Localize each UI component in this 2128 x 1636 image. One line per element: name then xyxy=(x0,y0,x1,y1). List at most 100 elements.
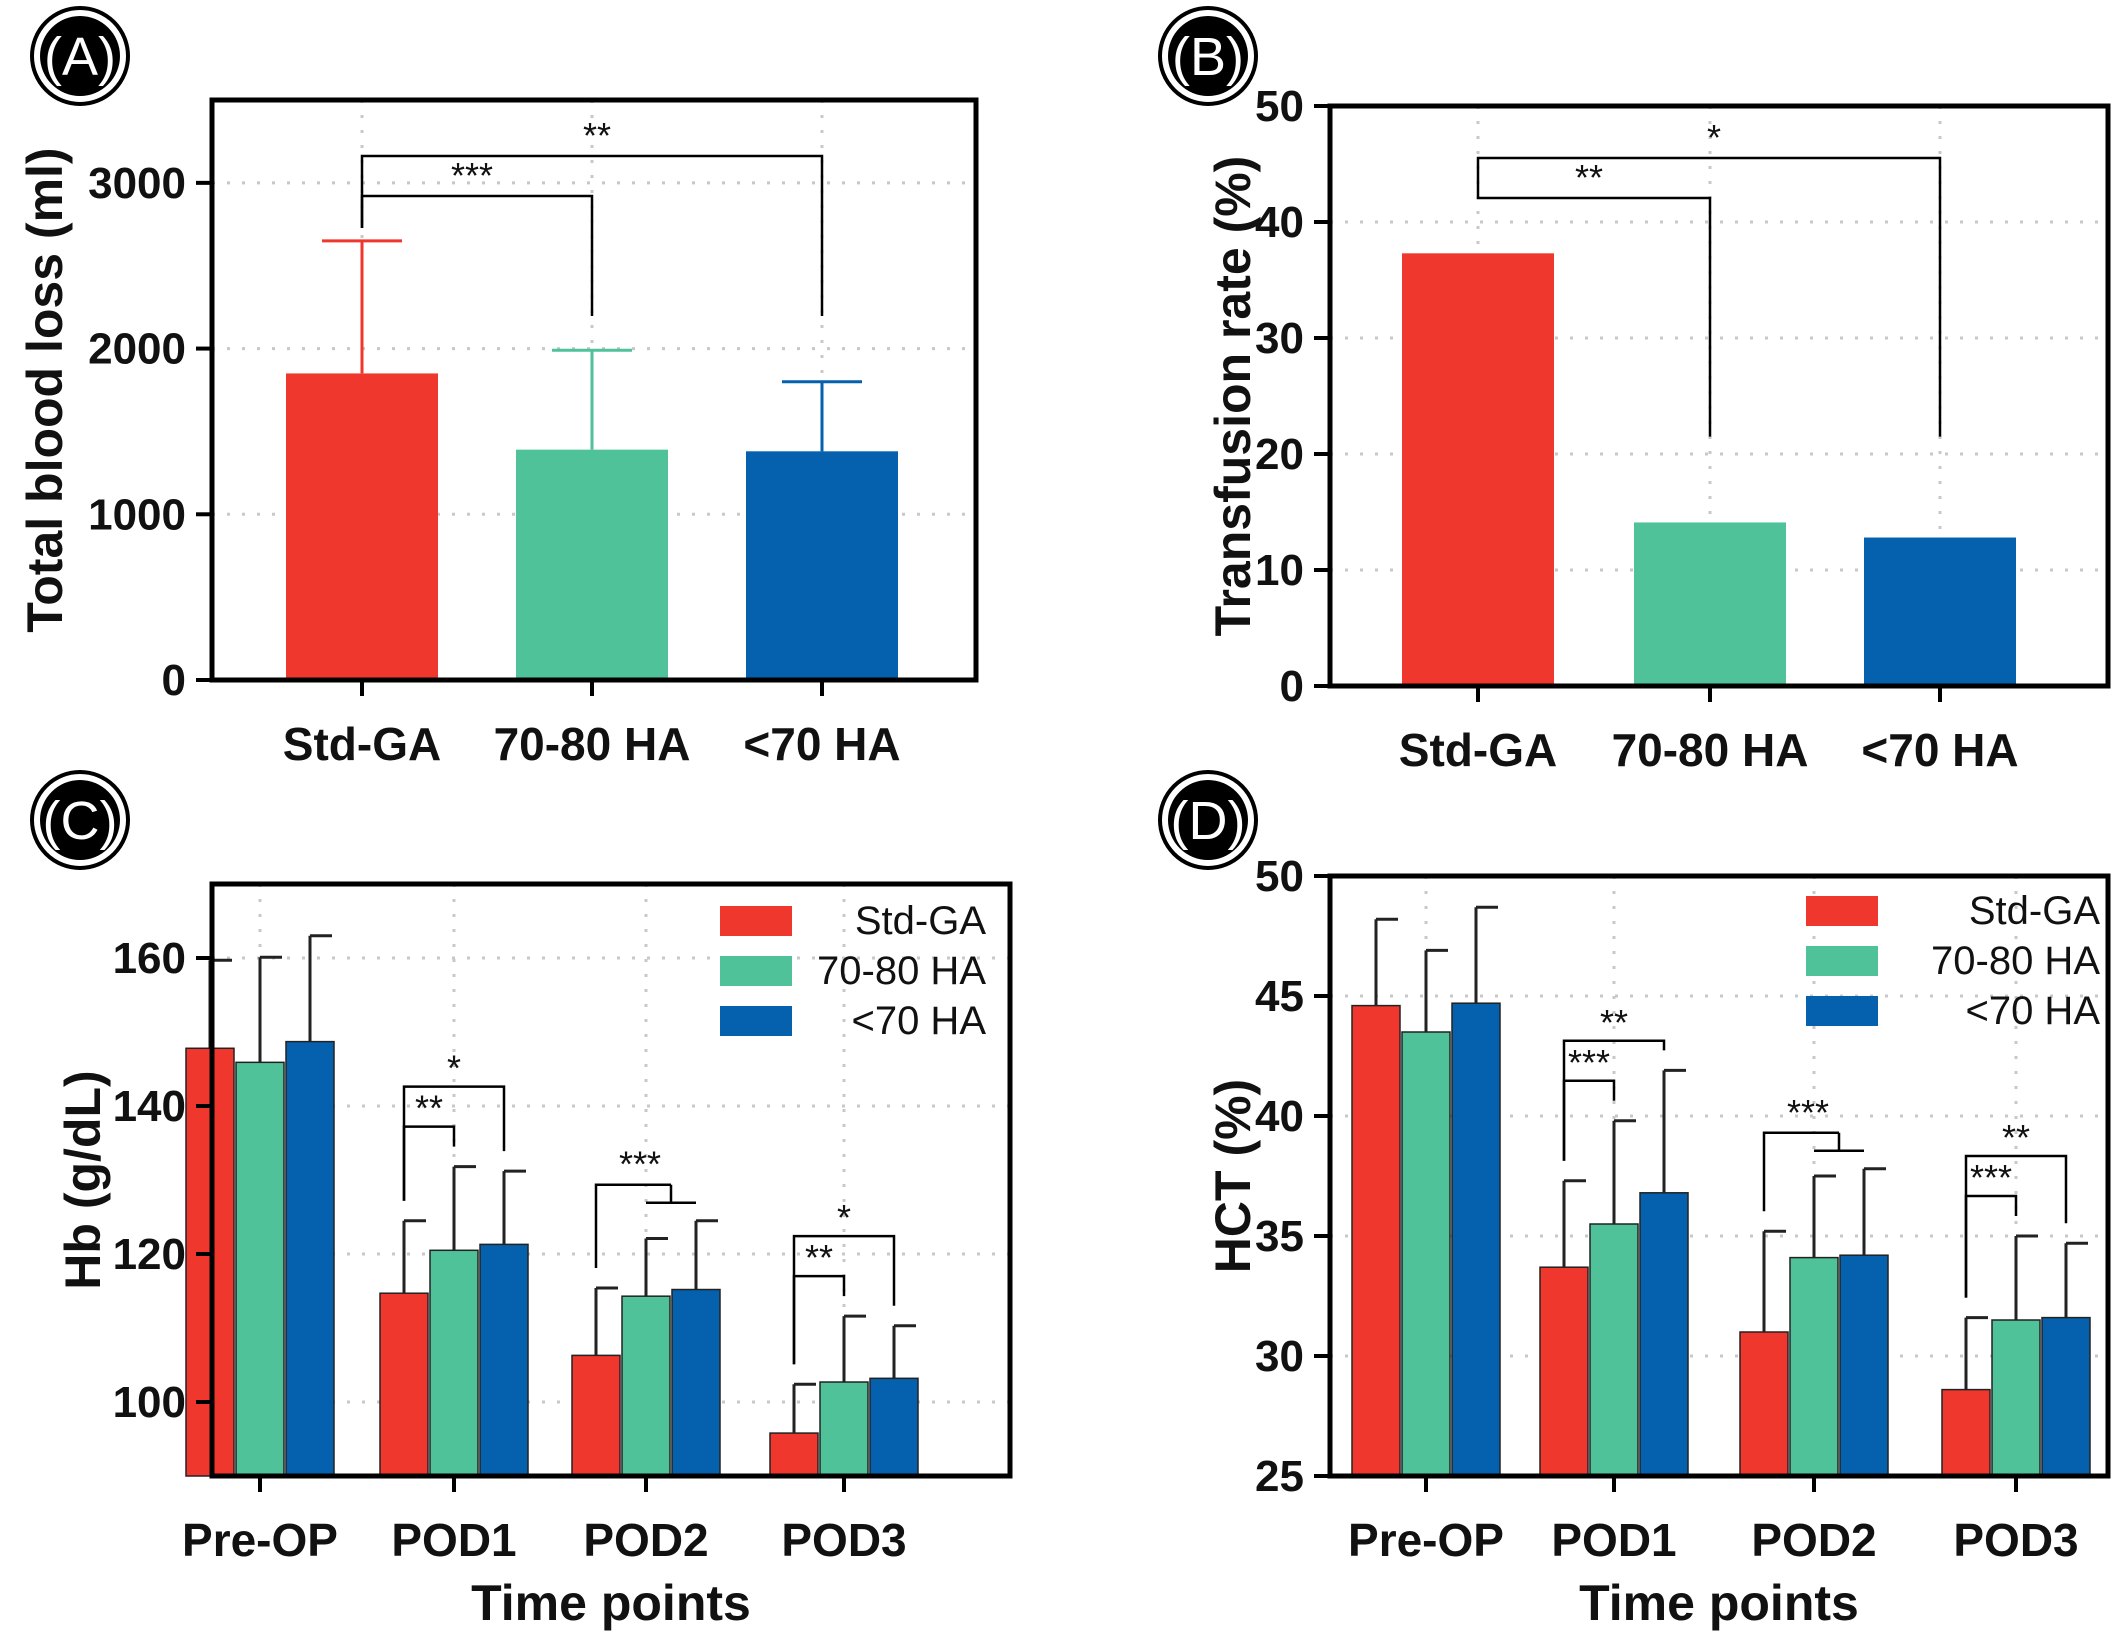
panel-3: (D) 25 30 35 40 45 50 Pre-OP POD1 POD2 POD3 HCT (%)… xyxy=(1158,770,2111,1631)
y-tick-label: 120 xyxy=(113,1230,186,1279)
bar xyxy=(379,1292,429,1477)
bar xyxy=(1539,1266,1589,1477)
significance-label: *** xyxy=(1787,1092,1829,1133)
y-tick-label: 100 xyxy=(113,1378,186,1427)
plot-frame xyxy=(1327,103,2111,689)
significance-label: *** xyxy=(1568,1042,1610,1083)
bar xyxy=(1839,1254,1889,1477)
x-axis-label: Time points xyxy=(1579,1575,1859,1631)
significance-bracket xyxy=(1476,196,1712,437)
legend-swatch xyxy=(1806,946,1878,976)
significance-label: ** xyxy=(805,1237,833,1278)
y-tick-label: 35 xyxy=(1255,1212,1304,1261)
bar xyxy=(429,1249,479,1477)
significance-bracket xyxy=(1814,1132,1864,1153)
x-tick-label: <70 HA xyxy=(1861,724,2018,776)
x-tick-label: <70 HA xyxy=(743,718,900,770)
y-tick-label: 40 xyxy=(1255,1092,1304,1141)
panel-badge xyxy=(40,16,120,96)
legend-swatch xyxy=(720,906,792,936)
legend-label: Std-GA xyxy=(855,899,986,943)
significance-bracket xyxy=(1762,1131,1839,1212)
bar xyxy=(235,1061,285,1477)
y-tick-label: 50 xyxy=(1255,82,1304,131)
significance-bracket xyxy=(1964,1154,2068,1298)
legend-label: <70 HA xyxy=(1965,989,2100,1033)
bar xyxy=(746,451,898,680)
bar xyxy=(1864,537,2016,686)
significance-label: * xyxy=(1707,117,1721,158)
significance-bracket xyxy=(646,1184,696,1204)
significance-label: ** xyxy=(1600,1002,1628,1043)
bar xyxy=(819,1381,869,1477)
significance-label: *** xyxy=(1970,1157,2012,1198)
bar xyxy=(869,1377,919,1477)
panel-badge xyxy=(1168,16,1248,96)
bar xyxy=(621,1295,671,1477)
bar xyxy=(1402,253,1554,686)
significance-bracket xyxy=(1964,1194,2018,1298)
legend-swatch xyxy=(720,956,792,986)
significance-label: ** xyxy=(415,1088,443,1129)
plot-frame xyxy=(209,881,1013,1479)
bar xyxy=(1639,1192,1689,1477)
panel-2: (C) 100 120 140 160 Pre-OP POD1 POD2 POD3 Hb (g/d… xyxy=(30,770,1013,1631)
y-tick-label: 25 xyxy=(1255,1452,1304,1501)
bar xyxy=(1739,1331,1789,1477)
legend-swatch xyxy=(1806,896,1878,926)
bar xyxy=(671,1288,721,1477)
significance-bracket xyxy=(402,1125,456,1201)
bar xyxy=(1401,1031,1451,1477)
significance-bracket xyxy=(1562,1079,1616,1161)
legend-swatch xyxy=(1806,996,1878,1026)
x-axis-label: Time points xyxy=(471,1575,751,1631)
bar xyxy=(1941,1388,1991,1477)
x-tick-label: Std-GA xyxy=(1399,724,1557,776)
y-axis-label: Total blood loss (ml) xyxy=(17,147,73,632)
legend-label: Std-GA xyxy=(1969,889,2100,933)
y-tick-label: 0 xyxy=(1280,662,1304,711)
y-tick-label: 30 xyxy=(1255,1332,1304,1381)
x-tick-label: POD2 xyxy=(583,1514,708,1566)
significance-bracket xyxy=(1476,156,1942,437)
significance-bracket xyxy=(792,1274,846,1365)
x-tick-label: Std-GA xyxy=(283,718,441,770)
significance-label: ** xyxy=(583,115,611,156)
significance-label: * xyxy=(837,1197,851,1238)
y-axis-label: HCT (%) xyxy=(1205,1079,1261,1273)
y-axis-label: Hb (g/dL) xyxy=(55,1070,111,1289)
bar xyxy=(285,1040,335,1477)
panel-label: (D) xyxy=(1171,791,1246,851)
panel-badge xyxy=(1168,780,1248,860)
panel-badge xyxy=(40,780,120,860)
y-tick-label: 50 xyxy=(1255,852,1304,901)
y-tick-label: 3000 xyxy=(88,159,186,208)
significance-label: * xyxy=(447,1048,461,1089)
x-tick-label: POD3 xyxy=(781,1514,906,1566)
y-tick-label: 30 xyxy=(1255,314,1304,363)
significance-bracket xyxy=(360,154,824,316)
bar xyxy=(571,1354,621,1477)
bar xyxy=(1351,1004,1401,1477)
y-tick-label: 45 xyxy=(1255,972,1304,1021)
panel-label: (A) xyxy=(44,27,116,87)
panel-0: (A) 0 1000 2000 3000 Std-GA 70-80 HA <70 HA Tota… xyxy=(17,6,979,770)
y-tick-label: 2000 xyxy=(88,325,186,374)
bar xyxy=(1589,1223,1639,1477)
bar xyxy=(1451,1002,1501,1477)
panel-label: (C) xyxy=(43,791,118,851)
bar xyxy=(1634,522,1786,686)
y-axis-label: Transfusion rate (%) xyxy=(1205,156,1261,637)
significance-bracket xyxy=(594,1183,671,1269)
legend-label: 70-80 HA xyxy=(817,949,986,993)
bar xyxy=(479,1243,529,1477)
significance-label: *** xyxy=(619,1144,661,1185)
x-tick-label: 70-80 HA xyxy=(1612,724,1809,776)
bar xyxy=(516,449,668,680)
bar xyxy=(769,1432,819,1477)
bar xyxy=(286,373,438,680)
significance-label: ** xyxy=(1575,157,1603,198)
y-tick-label: 20 xyxy=(1255,430,1304,479)
legend-label: <70 HA xyxy=(851,999,986,1043)
